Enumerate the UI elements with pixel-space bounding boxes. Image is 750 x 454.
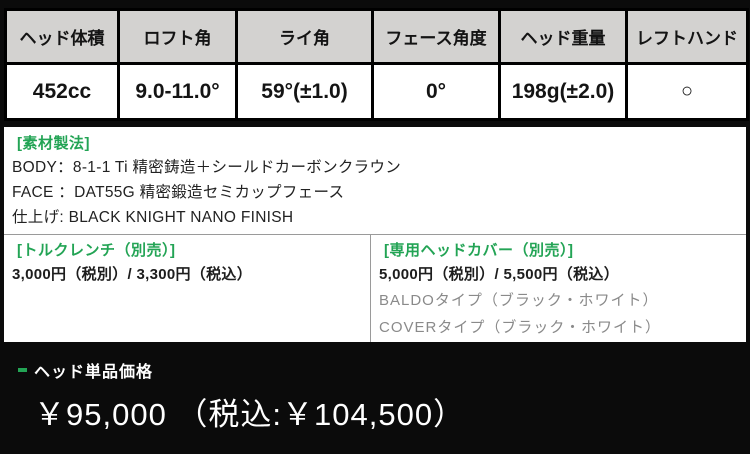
head-cover-label: [専用ヘッドカバー（別売）] [384,242,574,259]
golf-head-spec-sheet: ヘッド体積 ロフト角 ライ角 フェース角度 ヘッド重量 レフトハンド 452cc… [0,8,750,454]
left-hand-available-mark: ○ [625,62,749,121]
spec-value-loft-angle: 9.0-11.0° [117,62,238,121]
torque-wrench-section: [トルクレンチ（別売）] 3,000円（税別）/ 3,300円（税込） [4,235,371,342]
head-cover-section: [専用ヘッドカバー（別売）] 5,000円（税別）/ 5,500円（税込） BA… [371,235,746,342]
torque-wrench-label: [トルクレンチ（別売）] [17,242,176,259]
material-section: [素材製法] BODY：8-1-1 Ti 精密鋳造＋シールドカーボンクラウン F… [4,127,746,234]
price-bar-label-row: ヘッド単品価格 [18,358,750,382]
spec-value-head-weight: 198g(±2.0) [498,62,628,121]
accessories-section: [トルクレンチ（別売）] 3,000円（税別）/ 3,300円（税込） [専用ヘ… [4,234,746,342]
price-bar-label: ヘッド単品価格 [34,364,154,381]
green-dash-bullet-icon [18,368,27,372]
material-finish-line: 仕上げ: BLACK KNIGHT NANO FINISH [12,209,294,226]
spec-header-lie-angle: ライ角 [235,8,374,65]
material-face-line: FACE ：DAT55G 精密鍛造セミカップフェース [12,184,345,201]
material-body-line: BODY：8-1-1 Ti 精密鋳造＋シールドカーボンクラウン [12,159,402,176]
torque-wrench-price: 3,000円（税別）/ 3,300円（税込） [12,266,253,283]
spec-value-head-volume: 452cc [4,62,120,121]
spec-header-head-volume: ヘッド体積 [4,8,120,65]
head-cover-option-baldo: BALDOタイプ（ブラック・ホワイト） [379,292,659,309]
spec-header-face-angle: フェース角度 [371,8,501,65]
spec-table: ヘッド体積 ロフト角 ライ角 フェース角度 ヘッド重量 レフトハンド 452cc… [4,8,749,121]
spec-value-lie-angle: 59°(±1.0) [235,62,374,121]
head-cover-price: 5,000円（税別）/ 5,500円（税込） [379,266,620,283]
material-section-label: [素材製法] [17,135,90,152]
spec-value-face-angle: 0° [371,62,501,121]
head-cover-option-cover: COVERタイプ（ブラック・ホワイト） [379,319,662,336]
spec-header-loft-angle: ロフト角 [117,8,238,65]
spec-header-row: ヘッド体積 ロフト角 ライ角 フェース角度 ヘッド重量 レフトハンド [4,8,749,65]
price-bar: ヘッド単品価格 ￥95,000 （税込:￥104,500） [0,342,750,444]
head-price-value: ￥95,000 （税込:￥104,500） [34,397,466,432]
spec-value-row: 452cc 9.0-11.0° 59°(±1.0) 0° 198g(±2.0) … [4,62,749,121]
spec-header-head-weight: ヘッド重量 [498,8,628,65]
spec-header-left-hand: レフトハンド [625,8,749,65]
